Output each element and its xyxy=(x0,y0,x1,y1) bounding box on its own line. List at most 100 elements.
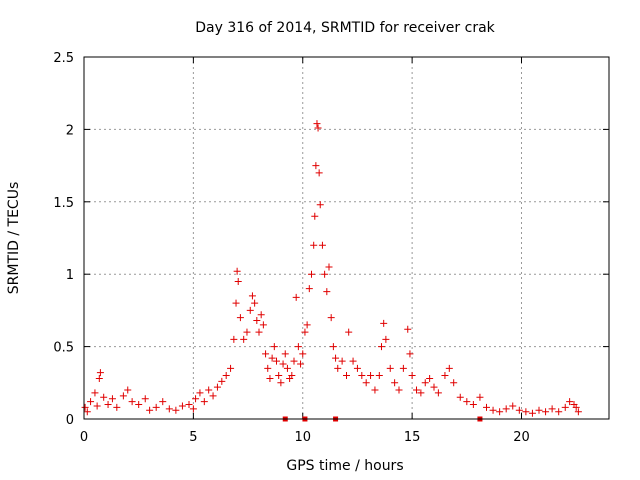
data-point xyxy=(87,398,95,406)
data-point xyxy=(266,374,274,382)
data-point xyxy=(259,321,267,329)
data-point xyxy=(312,162,320,170)
data-point xyxy=(200,398,208,406)
data-point xyxy=(273,357,280,365)
data-point xyxy=(91,389,99,397)
data-point xyxy=(185,401,193,409)
data-point xyxy=(483,403,490,411)
data-point xyxy=(243,328,251,336)
data-point xyxy=(81,403,89,411)
data-point xyxy=(528,409,536,417)
x-tick-label: 20 xyxy=(513,430,530,445)
data-point xyxy=(141,395,149,403)
data-point xyxy=(128,398,136,406)
data-point xyxy=(489,406,497,414)
data-point xyxy=(382,335,390,343)
data-point xyxy=(83,408,91,416)
x-tick-label: 0 xyxy=(80,430,88,445)
data-point xyxy=(417,389,425,397)
data-point xyxy=(399,364,407,372)
data-point xyxy=(310,241,318,249)
data-point xyxy=(469,401,477,409)
data-point xyxy=(288,372,296,380)
data-point xyxy=(343,372,350,380)
data-point xyxy=(96,369,104,377)
data-point xyxy=(301,328,309,336)
data-point xyxy=(522,408,530,416)
data-point xyxy=(257,311,265,319)
data-point xyxy=(367,372,375,380)
y-tick-label: 0.5 xyxy=(53,341,74,356)
data-point xyxy=(264,364,272,372)
data-point xyxy=(205,386,213,394)
y-tick-label: 2.5 xyxy=(53,51,74,66)
data-point xyxy=(434,389,442,397)
data-point xyxy=(413,386,420,394)
data-point xyxy=(496,408,504,416)
data-point xyxy=(255,328,263,336)
data-point xyxy=(281,350,289,358)
data-point xyxy=(303,321,311,329)
data-point xyxy=(93,402,101,410)
data-point xyxy=(332,354,340,362)
data-point xyxy=(378,343,385,351)
data-point xyxy=(290,357,298,365)
data-points xyxy=(81,120,582,422)
data-point xyxy=(218,377,226,385)
data-point xyxy=(574,408,582,416)
data-point xyxy=(196,389,204,397)
data-point xyxy=(445,364,453,372)
data-point xyxy=(108,395,116,403)
data-point xyxy=(165,405,173,413)
data-point xyxy=(441,372,449,380)
data-point xyxy=(275,372,283,380)
data-point xyxy=(406,350,414,358)
y-tick-label: 2 xyxy=(66,123,74,138)
data-point xyxy=(124,386,132,394)
data-point xyxy=(450,379,458,387)
data-point xyxy=(232,299,240,307)
data-point xyxy=(313,120,321,128)
data-point xyxy=(279,360,287,368)
plot-frame xyxy=(83,56,610,420)
data-point xyxy=(463,398,471,406)
grid-lines xyxy=(84,57,609,419)
data-point xyxy=(325,263,333,271)
data-point xyxy=(213,383,221,391)
data-point xyxy=(299,350,307,358)
data-point xyxy=(371,386,379,394)
data-point xyxy=(95,374,103,382)
data-point xyxy=(345,328,353,336)
chart-title: Day 316 of 2014, SRMTID for receiver cra… xyxy=(195,20,495,36)
x-tick-label: 15 xyxy=(404,430,421,445)
data-point xyxy=(192,395,200,403)
data-point xyxy=(227,364,235,372)
data-point xyxy=(362,379,370,387)
data-point xyxy=(349,357,357,365)
data-point xyxy=(430,383,438,391)
data-point xyxy=(172,406,180,414)
axis-ticks: 0 5 10 15 20 0 0.5 1 1.5 2 2.5 xyxy=(53,51,609,445)
data-point xyxy=(233,267,241,275)
data-point xyxy=(253,317,261,325)
data-point xyxy=(135,401,143,409)
data-point xyxy=(119,392,127,400)
data-point xyxy=(268,354,276,362)
data-point xyxy=(318,241,326,249)
data-point xyxy=(321,270,329,278)
data-point xyxy=(270,343,278,351)
data-point xyxy=(189,405,197,413)
data-point xyxy=(408,372,416,380)
data-point xyxy=(515,406,523,414)
data-point xyxy=(146,406,154,414)
data-point xyxy=(315,169,323,177)
data-point xyxy=(251,299,259,307)
data-point xyxy=(159,398,167,406)
data-point xyxy=(535,406,543,414)
data-point xyxy=(358,372,366,380)
data-point xyxy=(421,379,429,387)
data-point xyxy=(104,401,112,409)
data-point xyxy=(230,335,238,343)
data-point xyxy=(395,386,403,394)
